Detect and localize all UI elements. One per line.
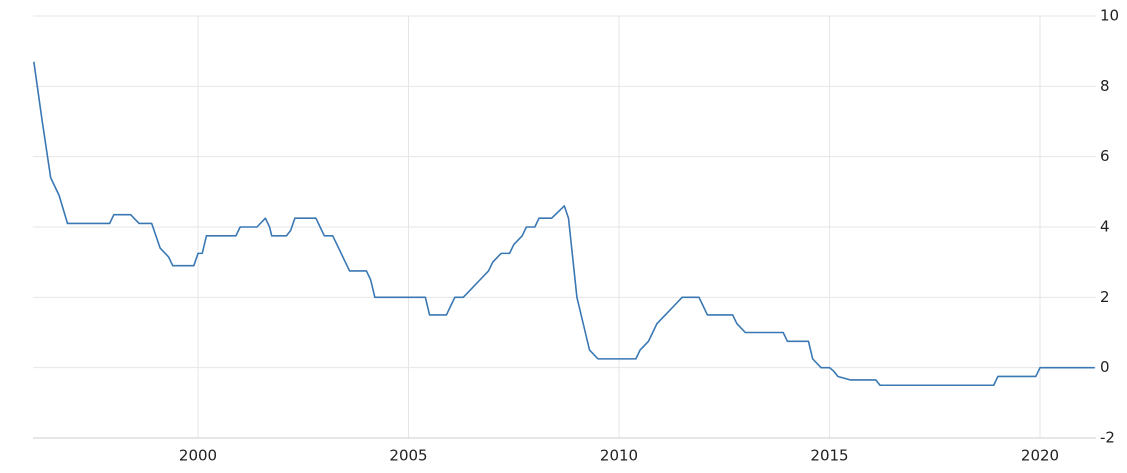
y-tick-label: -2 <box>1100 429 1115 447</box>
y-tick-label: 0 <box>1100 358 1110 376</box>
y-tick-label: 10 <box>1100 7 1119 25</box>
x-tick-label: 2005 <box>389 447 427 465</box>
x-tick-label: 2010 <box>600 447 638 465</box>
y-tick-label: 8 <box>1100 77 1110 95</box>
y-tick-label: 6 <box>1100 147 1110 165</box>
y-tick-label: 4 <box>1100 218 1110 236</box>
line <box>33 61 1095 387</box>
x-tick-label: 2020 <box>1021 447 1059 465</box>
x-tick-label: 2015 <box>810 447 848 465</box>
x-tick-label: 2000 <box>179 447 217 465</box>
y-tick-label: 2 <box>1100 288 1110 306</box>
